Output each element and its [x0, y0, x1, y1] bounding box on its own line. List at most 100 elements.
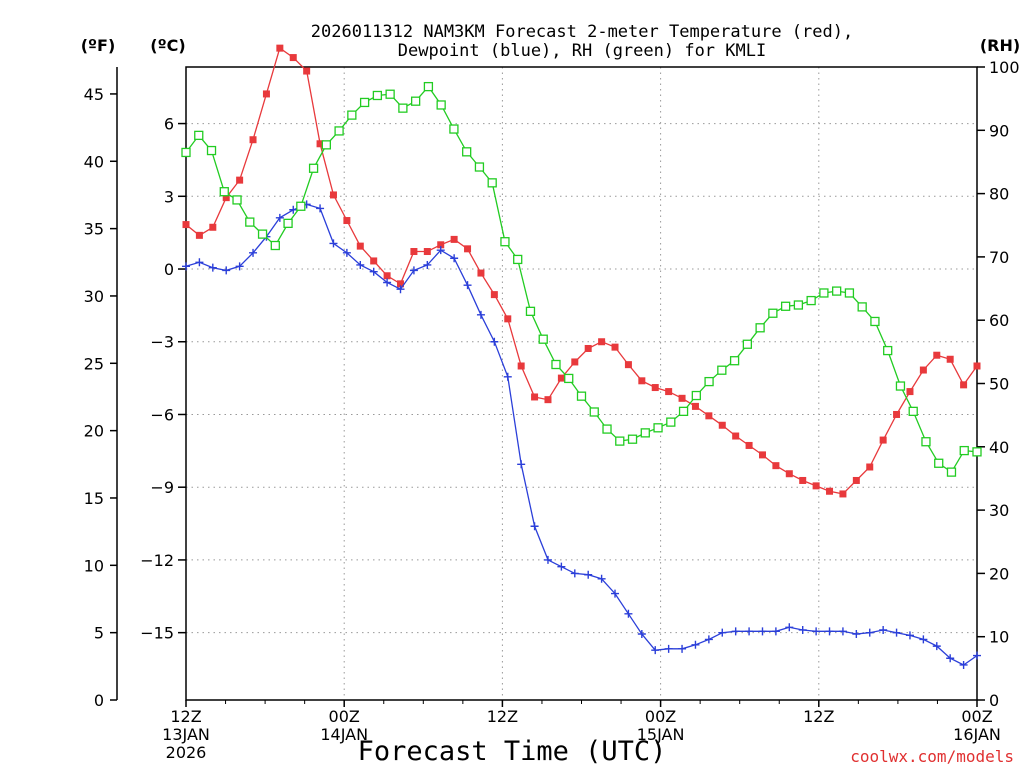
data-point — [812, 627, 821, 636]
fahrenheit-tick-label: 30 — [84, 287, 104, 306]
data-point — [385, 89, 395, 99]
data-point — [525, 306, 536, 316]
series-line — [185, 203, 978, 666]
celsius-tick-label: 3 — [164, 187, 174, 206]
data-point — [879, 436, 887, 444]
celsius-unit-label: (ºC) — [150, 36, 185, 55]
data-point — [825, 627, 834, 636]
data-point — [972, 447, 982, 457]
data-point — [785, 623, 794, 632]
celsius-tick-label: −3 — [150, 333, 174, 352]
rh-tick-label: 40 — [989, 438, 1009, 457]
data-point — [490, 291, 498, 299]
data-point — [691, 640, 700, 649]
data-point — [329, 191, 337, 199]
data-point — [249, 136, 257, 144]
data-point — [960, 381, 968, 389]
data-point — [372, 90, 383, 101]
data-point — [653, 423, 663, 433]
data-point — [409, 266, 418, 275]
series-layer — [181, 44, 982, 669]
series-dewpoint — [182, 200, 981, 669]
data-point — [933, 351, 941, 359]
data-point — [308, 163, 319, 173]
data-point — [732, 432, 740, 440]
data-point — [571, 358, 579, 366]
data-point — [932, 642, 941, 651]
rh-tick-label: 20 — [989, 564, 1009, 583]
data-point — [852, 476, 860, 484]
data-point — [182, 262, 190, 271]
data-point — [793, 300, 804, 310]
data-point — [731, 627, 740, 636]
data-point — [758, 627, 767, 636]
data-point — [257, 229, 268, 239]
data-point — [717, 365, 727, 375]
data-point — [589, 407, 599, 417]
chart-gridlines — [186, 67, 977, 700]
data-point — [343, 217, 351, 225]
data-point — [973, 362, 981, 370]
data-point — [513, 254, 523, 265]
fahrenheit-tick-label: 15 — [84, 489, 104, 508]
data-point — [870, 316, 880, 327]
rh-tick-label: 0 — [989, 691, 999, 710]
time-tick-label: 12Z — [170, 707, 201, 726]
celsius-tick-label: −9 — [150, 478, 174, 497]
data-point — [959, 660, 968, 669]
celsius-axis: −15 −12 −9 −6 −3 0 3 6 — [140, 115, 186, 643]
data-point — [283, 218, 293, 229]
data-point — [490, 337, 499, 346]
data-point — [316, 204, 325, 213]
data-point — [576, 391, 587, 401]
fahrenheit-tick-label: 10 — [84, 556, 104, 575]
time-tick-label: 00Z — [645, 707, 676, 726]
data-point — [908, 406, 918, 417]
data-point — [477, 269, 485, 277]
fahrenheit-tick-label: 0 — [94, 691, 104, 710]
data-point — [347, 110, 357, 120]
data-point — [946, 654, 955, 663]
data-point — [410, 96, 421, 106]
data-point — [517, 362, 525, 370]
series-rh — [181, 81, 982, 477]
rh-axis: 0 10 20 30 40 50 60 70 80 90 100 — [977, 58, 1020, 710]
rh-tick-label: 60 — [989, 311, 1009, 330]
data-point — [182, 221, 190, 229]
data-point — [321, 140, 331, 150]
data-point — [289, 205, 298, 214]
data-point — [383, 272, 391, 280]
data-point — [232, 195, 242, 205]
data-point — [450, 254, 459, 263]
data-point — [564, 373, 574, 384]
data-point — [296, 201, 306, 211]
data-point — [892, 628, 901, 637]
data-point — [235, 262, 244, 271]
data-point — [410, 248, 418, 256]
data-point — [906, 388, 914, 396]
plot-frame — [185, 66, 978, 701]
data-point — [276, 44, 284, 52]
data-point — [664, 644, 673, 653]
data-point — [718, 421, 726, 429]
data-point — [449, 124, 459, 134]
data-point — [771, 627, 780, 636]
data-point — [398, 103, 408, 113]
data-point — [334, 126, 344, 136]
data-point — [852, 630, 861, 639]
data-point — [806, 295, 816, 306]
data-point — [450, 235, 458, 243]
data-point — [666, 417, 676, 427]
data-point — [819, 288, 829, 298]
data-point — [772, 462, 780, 470]
rh-tick-label: 70 — [989, 248, 1009, 267]
fahrenheit-tick-label: 20 — [84, 422, 104, 441]
data-point — [857, 302, 867, 312]
celsius-tick-label: −12 — [140, 551, 174, 570]
data-point — [959, 445, 969, 456]
data-point — [396, 285, 405, 294]
data-point — [742, 339, 753, 349]
data-point — [678, 406, 689, 417]
data-point — [798, 625, 807, 634]
data-point — [637, 630, 646, 639]
